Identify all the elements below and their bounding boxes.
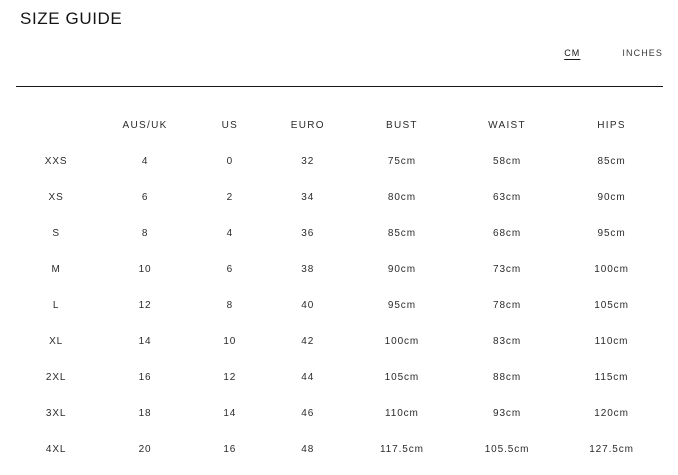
unit-toggle: CM INCHES: [16, 48, 663, 58]
size-row: M 10 6 38 90cm 73cm 100cm: [16, 251, 663, 287]
column-header-aus-uk: AUS/UK: [122, 119, 168, 131]
us-cell: 8: [226, 299, 234, 311]
waist-cell: 58cm: [493, 155, 522, 167]
size-row: 2XL 16 12 44 105cm 88cm 115cm: [16, 359, 663, 395]
page-title: SIZE GUIDE: [20, 9, 123, 28]
euro-cell: 38: [301, 263, 315, 275]
bust-cell: 100cm: [384, 335, 420, 347]
bust-cell: 85cm: [387, 227, 416, 239]
bust-cell: 110cm: [385, 407, 419, 419]
column-header-hips: HIPS: [597, 119, 626, 131]
size-row: L 12 8 40 95cm 78cm 105cm: [16, 287, 663, 323]
size-label-cell: 3XL: [45, 407, 67, 419]
us-cell: 0: [226, 155, 234, 167]
euro-cell: 40: [301, 299, 315, 311]
bust-cell: 105cm: [384, 371, 420, 383]
column-header-us: US: [221, 119, 239, 131]
aus-uk-cell: 8: [141, 227, 149, 239]
size-label-cell: M: [51, 263, 61, 275]
aus-uk-cell: 6: [141, 191, 149, 203]
bust-cell: 95cm: [387, 299, 416, 311]
bust-cell: 80cm: [387, 191, 416, 203]
aus-uk-cell: 10: [138, 263, 152, 275]
bust-cell: 117.5cm: [379, 443, 424, 455]
us-cell: 14: [223, 407, 237, 419]
us-cell: 4: [226, 227, 234, 239]
euro-cell: 42: [301, 335, 315, 347]
us-cell: 6: [226, 263, 234, 275]
header-divider: [16, 86, 663, 87]
hips-cell: 127.5cm: [589, 443, 634, 455]
us-cell: 10: [223, 335, 237, 347]
bust-cell: 90cm: [387, 263, 416, 275]
size-row: 3XL 18 14 46 110cm 93cm 120cm: [16, 395, 663, 431]
size-label-cell: XL: [49, 335, 64, 347]
aus-uk-cell: 12: [138, 299, 152, 311]
size-label-cell: 2XL: [45, 371, 67, 383]
column-header-size: [16, 107, 96, 143]
aus-uk-cell: 4: [141, 155, 149, 167]
us-cell: 16: [223, 443, 237, 455]
waist-cell: 93cm: [493, 407, 522, 419]
waist-cell: 78cm: [493, 299, 522, 311]
aus-uk-cell: 14: [138, 335, 152, 347]
size-guide-page: SIZE GUIDE CM INCHES AUS/UK US EURO BUST…: [0, 9, 678, 467]
waist-cell: 88cm: [493, 371, 522, 383]
aus-uk-cell: 18: [138, 407, 152, 419]
bust-cell: 75cm: [387, 155, 416, 167]
euro-cell: 34: [301, 191, 315, 203]
column-header-waist: WAIST: [488, 119, 526, 131]
hips-cell: 115cm: [594, 371, 629, 383]
waist-cell: 73cm: [493, 263, 522, 275]
size-label-cell: 4XL: [45, 443, 67, 455]
waist-cell: 83cm: [493, 335, 522, 347]
euro-cell: 44: [301, 371, 315, 383]
table-body: XXS 4 0 32 75cm 58cm 85cm XS 6 2 34 80cm…: [16, 143, 663, 467]
hips-cell: 110cm: [594, 335, 629, 347]
size-row: XS 6 2 34 80cm 63cm 90cm: [16, 179, 663, 215]
hips-cell: 85cm: [597, 155, 626, 167]
unit-option-inches[interactable]: INCHES: [622, 48, 663, 58]
size-row: S 8 4 36 85cm 68cm 95cm: [16, 215, 663, 251]
size-label-cell: L: [52, 299, 60, 311]
aus-uk-cell: 16: [138, 371, 152, 383]
column-header-bust: BUST: [385, 119, 418, 131]
size-label-cell: XXS: [44, 155, 68, 167]
size-guide-table: AUS/UK US EURO BUST WAIST HIPS XXS 4 0 3…: [16, 107, 663, 467]
hips-cell: 90cm: [597, 191, 626, 203]
euro-cell: 48: [301, 443, 315, 455]
us-cell: 2: [226, 191, 234, 203]
us-cell: 12: [223, 371, 237, 383]
aus-uk-cell: 20: [138, 443, 152, 455]
size-row: XL 14 10 42 100cm 83cm 110cm: [16, 323, 663, 359]
euro-cell: 36: [301, 227, 315, 239]
size-row: 4XL 20 16 48 117.5cm 105.5cm 127.5cm: [16, 431, 663, 467]
table-header-row: AUS/UK US EURO BUST WAIST HIPS: [16, 107, 663, 143]
waist-cell: 68cm: [493, 227, 522, 239]
hips-cell: 100cm: [594, 263, 629, 275]
euro-cell: 46: [301, 407, 315, 419]
hips-cell: 95cm: [597, 227, 626, 239]
hips-cell: 105cm: [594, 299, 629, 311]
waist-cell: 63cm: [493, 191, 522, 203]
euro-cell: 32: [301, 155, 315, 167]
unit-option-cm[interactable]: CM: [564, 48, 581, 58]
size-row: XXS 4 0 32 75cm 58cm 85cm: [16, 143, 663, 179]
size-label-cell: XS: [48, 191, 64, 203]
waist-cell: 105.5cm: [484, 443, 530, 455]
column-header-euro: EURO: [290, 119, 325, 131]
size-label-cell: S: [52, 227, 60, 239]
hips-cell: 120cm: [594, 407, 629, 419]
